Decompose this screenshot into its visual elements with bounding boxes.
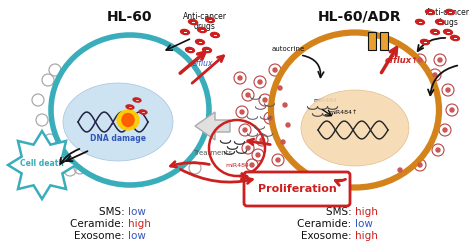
FancyBboxPatch shape (244, 172, 350, 206)
Circle shape (418, 58, 422, 62)
Circle shape (438, 58, 442, 62)
Circle shape (273, 68, 277, 72)
Ellipse shape (436, 19, 445, 25)
Text: high: high (355, 231, 378, 241)
Text: miR484: miR484 (313, 98, 337, 103)
Circle shape (256, 153, 260, 157)
Text: Anti-cancer
drugs: Anti-cancer drugs (183, 12, 227, 32)
Ellipse shape (420, 39, 429, 45)
Circle shape (443, 128, 447, 132)
Text: low: low (128, 231, 146, 241)
Circle shape (243, 128, 247, 132)
Circle shape (258, 80, 262, 84)
Ellipse shape (63, 83, 173, 161)
Ellipse shape (446, 9, 455, 15)
Polygon shape (8, 131, 76, 199)
Circle shape (398, 168, 402, 172)
Text: miR484↑: miR484↑ (328, 110, 357, 115)
Ellipse shape (210, 33, 219, 38)
Circle shape (240, 110, 244, 114)
Circle shape (418, 163, 422, 167)
Text: Treatments: Treatments (193, 150, 233, 156)
Text: efflux↑: efflux↑ (385, 56, 419, 65)
Text: Cell death: Cell death (20, 159, 64, 168)
Bar (380, 32, 388, 50)
Ellipse shape (185, 47, 194, 53)
Text: SMS:: SMS: (99, 207, 128, 217)
Ellipse shape (430, 29, 439, 35)
Text: low: low (355, 219, 373, 229)
Text: high: high (128, 219, 151, 229)
Text: low: low (128, 207, 146, 217)
Circle shape (446, 88, 450, 92)
Ellipse shape (181, 29, 190, 35)
Circle shape (281, 140, 285, 144)
Text: Anti-cancer
drugs: Anti-cancer drugs (426, 8, 470, 27)
Text: miR484: miR484 (225, 163, 249, 168)
Ellipse shape (451, 36, 459, 41)
Ellipse shape (122, 113, 134, 127)
Text: HL-60: HL-60 (107, 10, 153, 24)
Circle shape (436, 148, 440, 152)
Text: Exosome:: Exosome: (74, 231, 128, 241)
Circle shape (276, 158, 280, 162)
Circle shape (260, 138, 264, 142)
Text: efflux: efflux (192, 59, 213, 68)
Ellipse shape (139, 110, 147, 114)
Ellipse shape (416, 19, 424, 25)
Circle shape (433, 73, 437, 77)
Text: Ceramide:: Ceramide: (298, 219, 355, 229)
Ellipse shape (271, 33, 439, 187)
Text: autocrine: autocrine (272, 46, 305, 52)
Ellipse shape (196, 39, 204, 45)
Bar (368, 32, 376, 50)
Circle shape (283, 103, 287, 107)
Text: high: high (355, 207, 378, 217)
Text: HL-60/ADR: HL-60/ADR (318, 10, 402, 24)
Ellipse shape (301, 90, 409, 166)
Ellipse shape (426, 9, 435, 15)
Circle shape (246, 93, 250, 97)
Text: Proliferation: Proliferation (258, 184, 337, 194)
Ellipse shape (133, 98, 141, 102)
Text: Exosome:: Exosome: (301, 231, 355, 241)
Circle shape (246, 146, 250, 150)
Ellipse shape (444, 29, 453, 35)
Ellipse shape (117, 110, 139, 130)
Ellipse shape (51, 35, 209, 185)
Ellipse shape (198, 27, 207, 33)
Polygon shape (195, 112, 230, 140)
Circle shape (238, 76, 242, 80)
Circle shape (263, 98, 267, 102)
Circle shape (250, 163, 254, 167)
Ellipse shape (206, 17, 214, 23)
Circle shape (450, 108, 454, 112)
Text: Ceramide:: Ceramide: (71, 219, 128, 229)
Text: DNA damage: DNA damage (90, 134, 146, 143)
Circle shape (278, 86, 282, 90)
Circle shape (286, 123, 290, 127)
Ellipse shape (202, 47, 211, 53)
Ellipse shape (126, 105, 134, 109)
Circle shape (268, 116, 272, 120)
Ellipse shape (189, 19, 198, 25)
Text: SMS:: SMS: (326, 207, 355, 217)
